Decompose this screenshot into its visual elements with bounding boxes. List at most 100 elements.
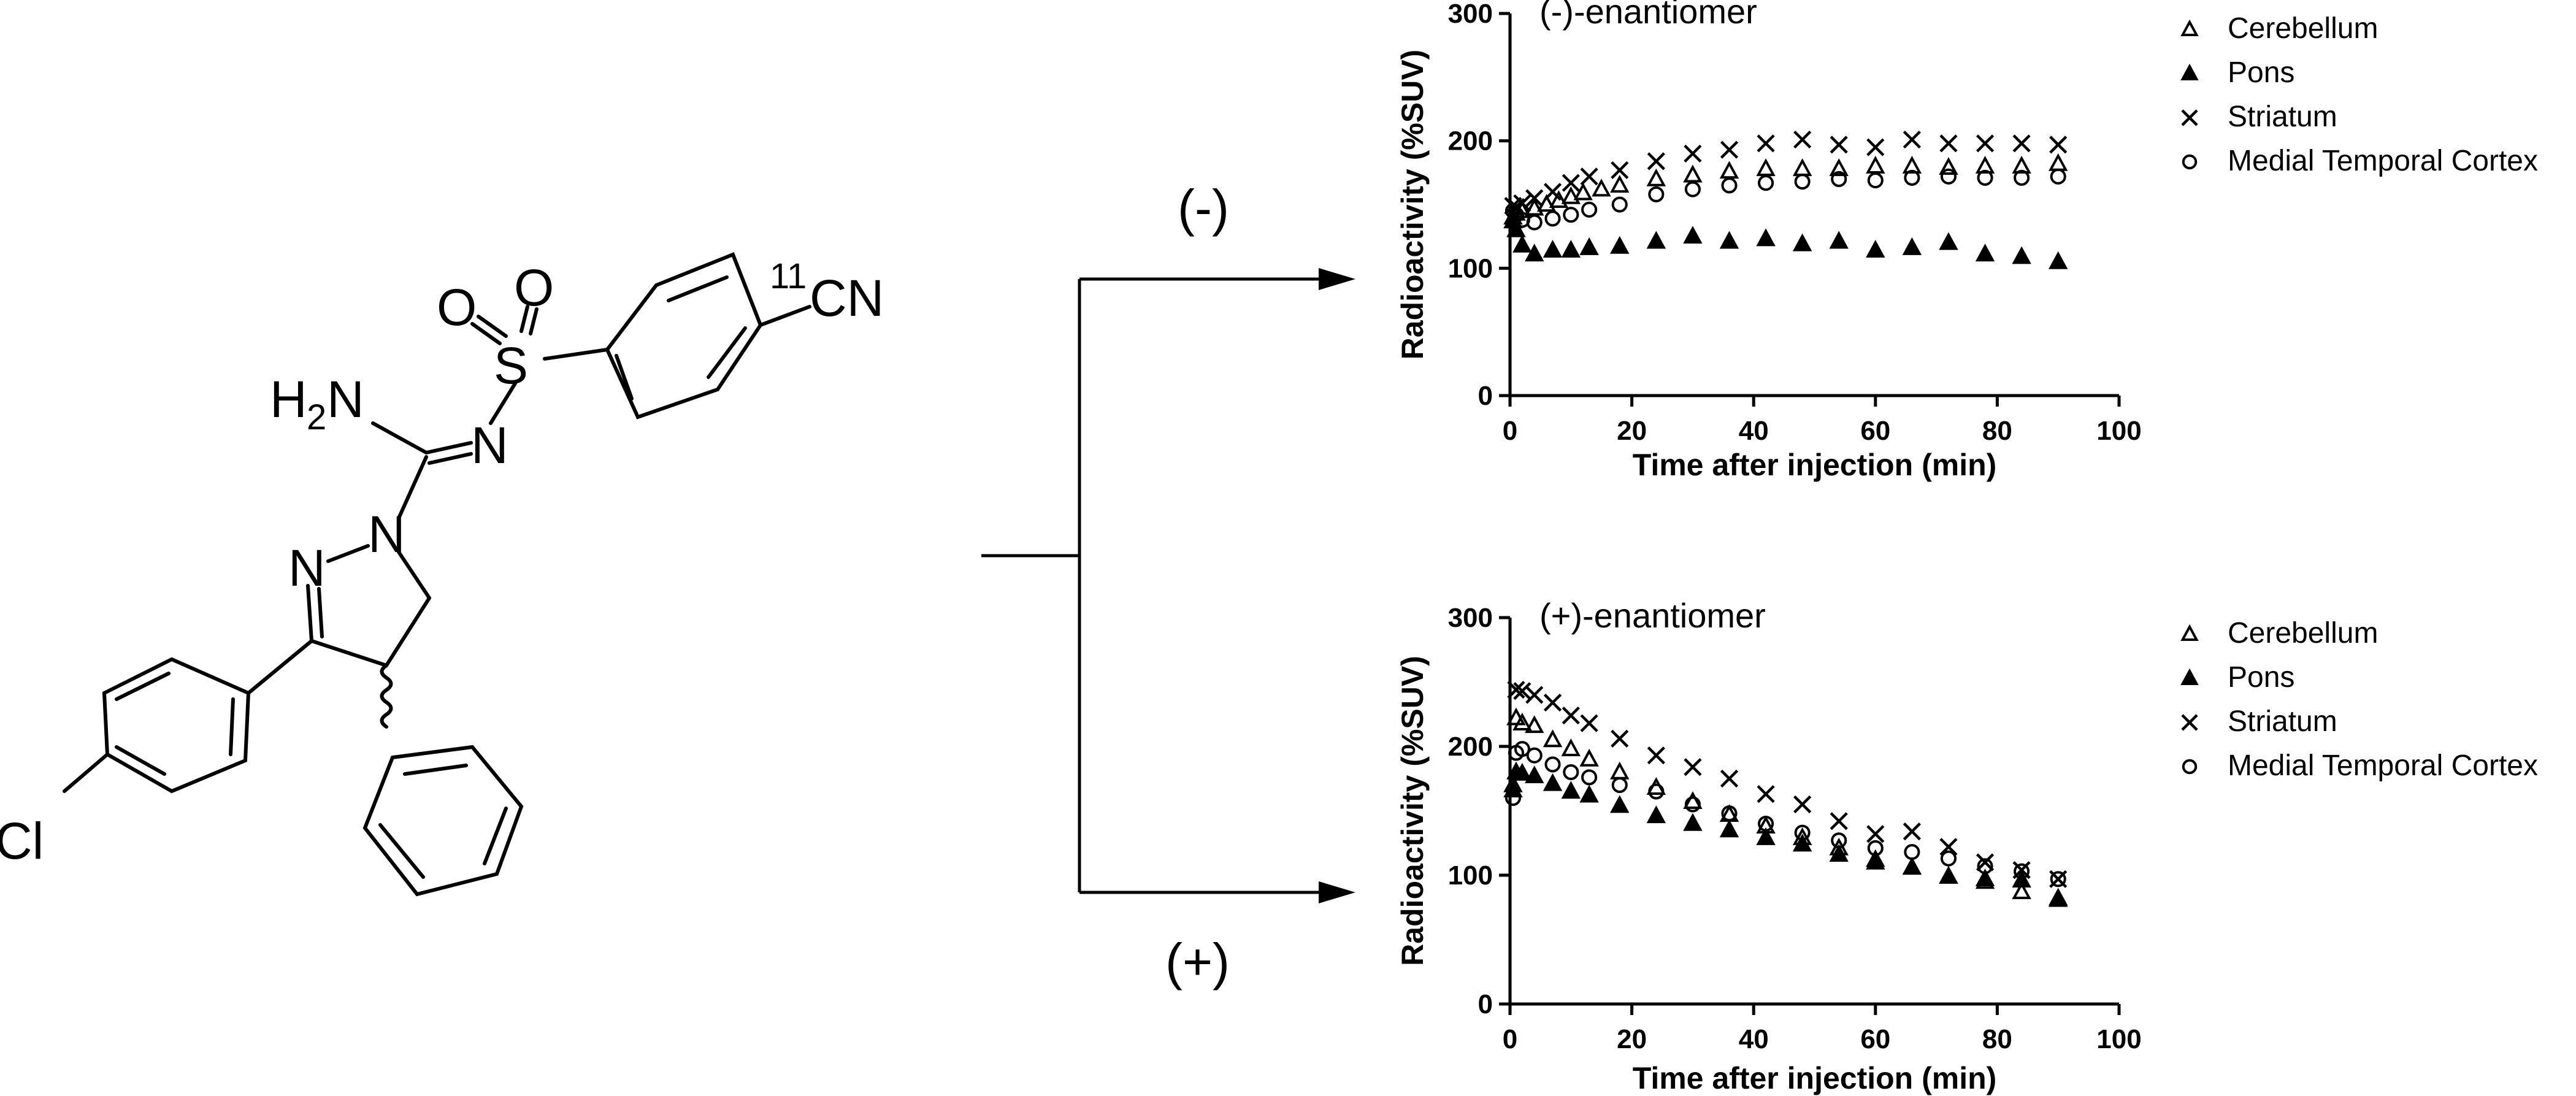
series-medial-temporal-cortex	[1505, 168, 2066, 231]
data-point	[1977, 858, 1993, 875]
data-point	[1902, 156, 1922, 174]
y-tick-label: 300	[1448, 603, 1493, 633]
data-point	[2049, 136, 2068, 154]
data-point	[1866, 825, 1885, 843]
atom-amine-subscript: 2	[307, 397, 326, 437]
data-point	[1939, 865, 1958, 884]
data-point	[2050, 168, 2066, 185]
data-point	[1867, 172, 1884, 189]
data-point	[1525, 715, 1544, 734]
data-point	[1525, 189, 1544, 207]
data-point	[1505, 789, 1522, 807]
branch-label-minus: (-)	[1178, 179, 1229, 237]
data-point	[1720, 140, 1739, 159]
chemical-structure	[63, 252, 811, 897]
data-point	[1975, 868, 1995, 887]
legend-label: Medial Temporal Cortex	[2228, 145, 2538, 177]
data-point	[1561, 738, 1581, 756]
data-point	[1512, 713, 1532, 730]
data-point	[1829, 158, 1849, 177]
data-point	[2012, 156, 2031, 174]
data-point	[1611, 161, 1629, 180]
legend: Cerebellum Pons Striatum Medial Temporal Co…	[2180, 12, 2538, 177]
data-point	[1611, 729, 1629, 748]
x-tick-label: 40	[1739, 1024, 1769, 1054]
chart-title: (-)-enantiomer	[1539, 0, 1757, 31]
data-point	[1793, 795, 1812, 814]
data-point	[1683, 164, 1703, 183]
data-point	[1579, 748, 1599, 767]
data-point	[1514, 741, 1530, 757]
data-point	[1683, 791, 1703, 810]
data-point	[1830, 136, 1848, 154]
data-point	[1581, 201, 1598, 218]
data-point	[1507, 681, 1525, 699]
atom-cl: Cl	[0, 812, 44, 870]
data-point	[2048, 153, 2068, 171]
x-axis-label: Time after injection (min)	[1633, 448, 1997, 482]
data-point	[1720, 769, 1739, 788]
y-tick-label: 200	[1448, 732, 1493, 762]
data-point	[1544, 210, 1561, 227]
x-tick-label: 0	[1503, 1024, 1517, 1054]
data-point	[1536, 194, 1557, 212]
data-point	[1512, 234, 1532, 253]
data-point	[1719, 819, 1739, 838]
data-point	[1647, 152, 1665, 171]
data-point	[1792, 233, 1812, 251]
atom-amine-h: H	[270, 370, 307, 428]
data-point	[1757, 134, 1775, 153]
data-point	[2012, 881, 2031, 900]
atom-labels: O O S 11 CN H 2 N N N N Cl	[0, 256, 884, 870]
series-cerebellum	[1503, 153, 2068, 225]
data-point	[1684, 144, 1702, 163]
y-tick-label: 100	[1448, 253, 1493, 283]
data-point	[1562, 174, 1580, 192]
y-tick-label: 200	[1448, 126, 1493, 156]
data-point	[1902, 237, 1922, 255]
data-point	[1866, 240, 1885, 258]
data-point	[2012, 246, 2031, 264]
x-tick-label: 60	[1860, 1024, 1890, 1054]
data-point	[1719, 231, 1739, 249]
data-point	[1684, 181, 1701, 197]
legend-marker	[2180, 668, 2199, 685]
data-point	[1526, 214, 1543, 231]
chart-minus-enantiomer: 0 20 40 60 80 100 0 100 200 300 Time after injecti…	[1395, 0, 2538, 482]
legend-label: Pons	[2228, 661, 2294, 694]
atom-isotope-mass: 11	[770, 256, 807, 296]
data-point	[1525, 686, 1544, 704]
data-point	[1794, 174, 1811, 190]
arrow-head-bottom	[1319, 881, 1355, 903]
data-point	[1758, 175, 1774, 191]
data-point	[1561, 240, 1581, 258]
y-tick-label: 300	[1448, 0, 1493, 29]
legend-marker	[2182, 154, 2198, 170]
data-point	[1756, 827, 1776, 845]
data-point	[1903, 822, 1921, 841]
x-tick-label: 60	[1860, 416, 1890, 446]
legend-marker	[2181, 109, 2198, 126]
data-point	[1829, 844, 1849, 862]
x-tick-label: 100	[2096, 1024, 2141, 1054]
data-point	[1758, 815, 1774, 832]
branch-arrows	[981, 277, 1337, 894]
atom-imine-n: N	[471, 416, 508, 474]
data-point	[1505, 202, 1522, 219]
data-point	[1543, 240, 1563, 258]
data-point	[1903, 130, 1921, 149]
data-point	[1866, 851, 1885, 870]
data-point	[1580, 167, 1598, 186]
atom-o1: O	[437, 278, 477, 336]
data-point	[1562, 707, 1580, 725]
data-point	[1506, 219, 1526, 237]
data-point	[1610, 795, 1630, 813]
data-point	[1793, 130, 1812, 149]
data-point	[2014, 863, 2030, 879]
x-tick-label: 40	[1739, 416, 1769, 446]
legend-marker	[2180, 63, 2199, 80]
data-point	[1579, 237, 1599, 255]
data-point	[1543, 694, 1562, 712]
legend-label: Cerebellum	[2228, 617, 2378, 650]
data-point	[1721, 805, 1738, 822]
